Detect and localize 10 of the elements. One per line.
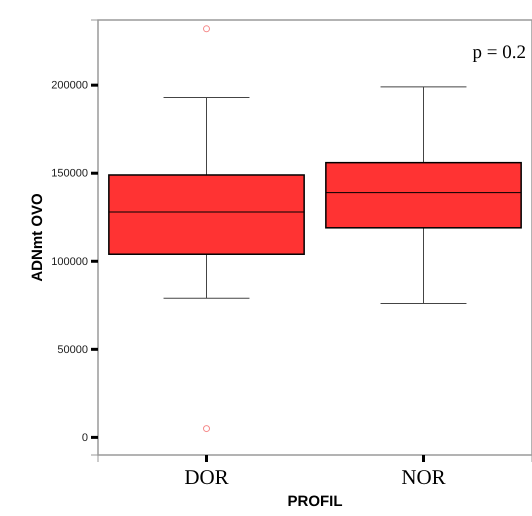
y-tick-label: 100000 <box>51 256 88 268</box>
y-tick-label: 150000 <box>51 168 88 180</box>
y-axis-title: ADNmt OVO <box>29 193 46 282</box>
y-tick-label: 0 <box>82 432 88 444</box>
annotation: p = 0.2 <box>472 42 526 63</box>
x-axis-title: PROFIL <box>288 493 342 510</box>
y-tick-label: 200000 <box>51 80 88 92</box>
x-tick-label: DOR <box>184 464 229 489</box>
y-tick-label: 50000 <box>57 344 88 356</box>
x-tick-label: NOR <box>401 464 446 489</box>
